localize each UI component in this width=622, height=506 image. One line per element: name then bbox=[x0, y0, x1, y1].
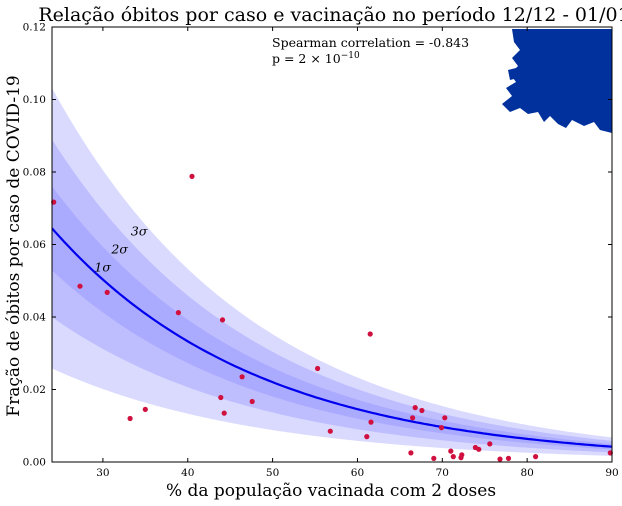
data-point bbox=[175, 310, 181, 316]
x-tick-label: 70 bbox=[436, 467, 449, 479]
y-tick-label: 0.02 bbox=[23, 384, 46, 396]
data-point bbox=[104, 289, 110, 295]
band-label-2sigma: 2σ bbox=[110, 242, 128, 257]
p-value-base: p = 2 × 10 bbox=[272, 51, 341, 66]
data-point bbox=[408, 450, 414, 456]
data-point bbox=[364, 434, 370, 440]
data-point bbox=[487, 441, 493, 447]
data-point bbox=[239, 374, 245, 380]
data-point bbox=[249, 398, 255, 405]
data-point bbox=[476, 446, 482, 452]
data-point bbox=[448, 448, 454, 454]
p-value-exponent: −10 bbox=[341, 51, 360, 61]
data-point bbox=[412, 405, 418, 411]
data-point bbox=[497, 456, 503, 462]
y-axis: 0.00 0.02 0.04 0.06 0.08 0.10 0.12 bbox=[23, 22, 612, 469]
data-points bbox=[51, 173, 613, 462]
europe-landmass bbox=[502, 29, 612, 133]
y-tick-label: 0.00 bbox=[23, 457, 46, 469]
band-3sigma bbox=[52, 88, 612, 456]
data-point bbox=[189, 173, 195, 179]
data-point bbox=[127, 415, 133, 422]
data-point bbox=[368, 419, 374, 425]
band-1sigma bbox=[52, 186, 612, 450]
scandinavia-shape bbox=[540, 30, 560, 56]
data-point bbox=[431, 455, 437, 461]
fit-line bbox=[52, 227, 612, 448]
data-point bbox=[218, 394, 224, 401]
band-label-3sigma: 3σ bbox=[131, 223, 148, 238]
data-point bbox=[77, 283, 83, 289]
chart-title: Relação óbitos por caso e vacinação no p… bbox=[38, 4, 622, 26]
data-point bbox=[367, 331, 373, 337]
y-tick-label: 0.04 bbox=[23, 312, 47, 324]
fit-curve-group bbox=[52, 227, 612, 448]
british-isles-shape bbox=[508, 68, 518, 80]
data-point bbox=[327, 428, 333, 434]
x-tick-label: 90 bbox=[605, 467, 618, 479]
band-2sigma bbox=[52, 139, 612, 453]
x-tick-label: 50 bbox=[266, 467, 279, 479]
data-point bbox=[533, 454, 539, 460]
x-tick-label: 80 bbox=[520, 467, 533, 479]
data-point bbox=[442, 415, 448, 421]
data-point bbox=[505, 455, 512, 461]
data-point bbox=[459, 452, 465, 458]
x-tick-label: 40 bbox=[181, 467, 194, 479]
data-point bbox=[221, 410, 227, 416]
y-axis-label: Fração de óbitos por caso de COVID-19 bbox=[4, 75, 24, 416]
data-point bbox=[219, 317, 226, 323]
y-tick-label: 0.12 bbox=[23, 22, 46, 34]
x-tick-label: 30 bbox=[96, 467, 109, 479]
x-axis-label: % da população vacinada com 2 doses bbox=[166, 481, 496, 501]
p-value-annotation: p = 2 × 10−10 bbox=[272, 51, 360, 66]
data-point bbox=[419, 407, 425, 414]
data-point bbox=[142, 406, 148, 412]
data-point bbox=[450, 454, 456, 460]
x-tick-label: 60 bbox=[351, 467, 364, 479]
x-axis: 30 40 50 60 70 80 90 bbox=[96, 27, 619, 479]
data-point bbox=[315, 365, 321, 372]
confidence-bands bbox=[52, 88, 612, 456]
y-tick-label: 0.08 bbox=[23, 167, 46, 179]
europe-map-icon bbox=[502, 29, 612, 133]
data-point bbox=[438, 425, 445, 431]
y-tick-label: 0.06 bbox=[23, 239, 47, 251]
correlation-annotation: Spearman correlation = -0.843 bbox=[272, 35, 469, 50]
data-point bbox=[410, 415, 416, 421]
band-label-1sigma: 1σ bbox=[94, 260, 111, 275]
y-tick-label: 0.10 bbox=[23, 94, 46, 106]
